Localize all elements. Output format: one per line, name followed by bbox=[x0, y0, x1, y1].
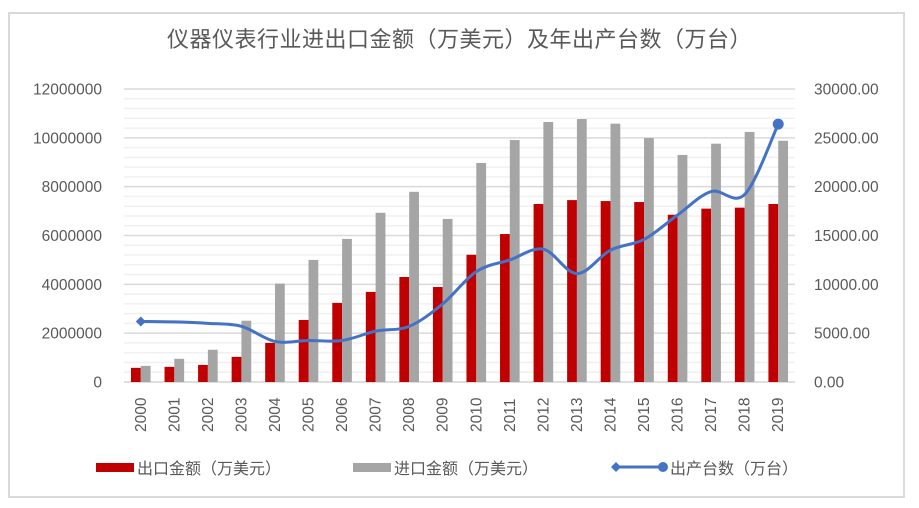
legend-label-export: 出口金额（万美元） bbox=[137, 459, 282, 478]
bar-import[interactable] bbox=[576, 119, 587, 382]
line-point-marker[interactable] bbox=[135, 316, 146, 327]
bar-import[interactable] bbox=[174, 358, 185, 382]
bar-export[interactable] bbox=[567, 200, 577, 382]
left-axis-tick-label: 2000000 bbox=[42, 326, 103, 343]
x-axis-tick-label: 2002 bbox=[200, 398, 217, 432]
legend-swatch-import bbox=[353, 462, 391, 472]
bar-export[interactable] bbox=[198, 364, 208, 382]
left-axis-tick-label: 12000000 bbox=[33, 82, 102, 99]
legend-label-production: 出产台数（万台） bbox=[670, 459, 799, 478]
bar-import[interactable] bbox=[274, 283, 285, 382]
x-axis-tick-label: 2019 bbox=[770, 398, 787, 432]
line-point-marker[interactable] bbox=[772, 118, 784, 130]
bar-export[interactable] bbox=[734, 207, 745, 382]
x-axis-tick-label: 2003 bbox=[233, 398, 250, 432]
bar-import[interactable] bbox=[342, 238, 352, 382]
bar-import[interactable] bbox=[308, 259, 319, 382]
bar-export[interactable] bbox=[231, 356, 242, 382]
left-axis-tick-label: 6000000 bbox=[42, 228, 103, 245]
bar-export[interactable] bbox=[600, 201, 611, 382]
legend-swatch-export bbox=[96, 462, 134, 472]
bar-export[interactable] bbox=[768, 204, 779, 382]
bar-export[interactable] bbox=[533, 204, 544, 382]
bar-export[interactable] bbox=[701, 208, 712, 382]
gridlines bbox=[124, 88, 795, 383]
legend-label-import: 进口金额（万美元） bbox=[394, 459, 539, 478]
bar-import[interactable] bbox=[476, 162, 487, 382]
bar-import[interactable] bbox=[610, 123, 621, 383]
x-axis-tick-label: 2001 bbox=[166, 398, 183, 432]
bar-export[interactable] bbox=[500, 234, 510, 382]
right-axis-tick-label: 0.00 bbox=[814, 375, 845, 392]
legend: 出口金额（万美元） 进口金额（万美元） 出产台数（万台） bbox=[0, 455, 919, 479]
bar-export[interactable] bbox=[667, 214, 678, 382]
production-line[interactable] bbox=[140, 123, 780, 344]
bar-import[interactable] bbox=[744, 131, 755, 382]
x-axis-tick-label: 2012 bbox=[535, 398, 552, 432]
x-axis-tick-label: 2004 bbox=[267, 397, 284, 432]
bar-export[interactable] bbox=[466, 254, 477, 382]
bar-import[interactable] bbox=[644, 138, 654, 382]
legend-item-import[interactable]: 进口金额（万美元） bbox=[353, 455, 538, 479]
left-axis-tick-label: 10000000 bbox=[33, 130, 102, 147]
bar-export[interactable] bbox=[399, 277, 410, 382]
bar-export[interactable] bbox=[332, 302, 343, 382]
bar-import[interactable] bbox=[409, 191, 419, 382]
bar-export[interactable] bbox=[265, 342, 275, 382]
right-axis-tick-label: 25000.00 bbox=[814, 130, 879, 147]
x-axis-tick-label: 2015 bbox=[636, 398, 653, 432]
bar-export[interactable] bbox=[298, 319, 309, 382]
left-axis-tick-label: 0 bbox=[93, 375, 102, 392]
line-series bbox=[135, 118, 784, 344]
x-axis-tick-label: 2007 bbox=[368, 398, 385, 432]
legend-item-export[interactable]: 出口金额（万美元） bbox=[96, 455, 281, 479]
right-axis-tick-label: 5000.00 bbox=[814, 326, 870, 343]
x-axis-tick-label: 2016 bbox=[670, 398, 687, 432]
chart-title: 仪器仪表行业进出口金额（万美元）及年出产台数（万台） bbox=[166, 28, 752, 53]
right-axis-labels: 0.00 5000.00 10000.00 15000.00 20000.00 25000… bbox=[814, 82, 879, 392]
x-axis-tick-label: 2014 bbox=[602, 397, 619, 432]
x-axis-tick-label: 2013 bbox=[569, 398, 586, 432]
bar-import[interactable] bbox=[207, 349, 218, 382]
bar-import[interactable] bbox=[140, 365, 151, 382]
x-axis-tick-label: 2000 bbox=[133, 397, 150, 432]
x-axis-tick-label: 2009 bbox=[435, 398, 452, 432]
x-axis-tick-label: 2018 bbox=[737, 398, 754, 432]
bar-import[interactable] bbox=[778, 140, 789, 382]
bar-import[interactable] bbox=[509, 140, 520, 382]
bar-export[interactable] bbox=[164, 366, 175, 382]
x-axis-tick-label: 2005 bbox=[301, 398, 318, 432]
x-axis-tick-label: 2011 bbox=[502, 399, 519, 432]
right-axis-tick-label: 15000.00 bbox=[814, 228, 879, 245]
left-axis-tick-label: 8000000 bbox=[42, 179, 103, 196]
bar-export[interactable] bbox=[365, 291, 376, 382]
x-axis-labels: 2000 2001 2002 2003 2004 2005 2006 2007 2008 2009… bbox=[133, 397, 787, 432]
legend-line-marker-icon bbox=[611, 462, 668, 472]
bar-export[interactable] bbox=[432, 287, 443, 382]
legend-item-production[interactable]: 出产台数（万台） bbox=[610, 455, 798, 479]
x-axis-tick-label: 2010 bbox=[468, 397, 485, 432]
bar-export[interactable] bbox=[634, 202, 645, 382]
left-axis-labels: 0 2000000 4000000 6000000 8000000 10000000 120… bbox=[33, 82, 102, 392]
bar-export[interactable] bbox=[130, 367, 141, 382]
x-axis-tick-label: 2017 bbox=[703, 398, 720, 432]
bar-import[interactable] bbox=[711, 143, 721, 382]
right-axis-tick-label: 10000.00 bbox=[814, 277, 879, 294]
x-axis-tick-label: 2008 bbox=[401, 398, 418, 432]
bar-import[interactable] bbox=[241, 320, 252, 382]
bar-import[interactable] bbox=[677, 154, 688, 382]
x-axis-tick-label: 2006 bbox=[334, 398, 351, 432]
right-axis-tick-label: 20000.00 bbox=[814, 179, 879, 196]
left-axis-tick-label: 4000000 bbox=[42, 277, 103, 294]
right-axis-tick-label: 30000.00 bbox=[814, 82, 879, 99]
bar-import[interactable] bbox=[375, 212, 386, 382]
